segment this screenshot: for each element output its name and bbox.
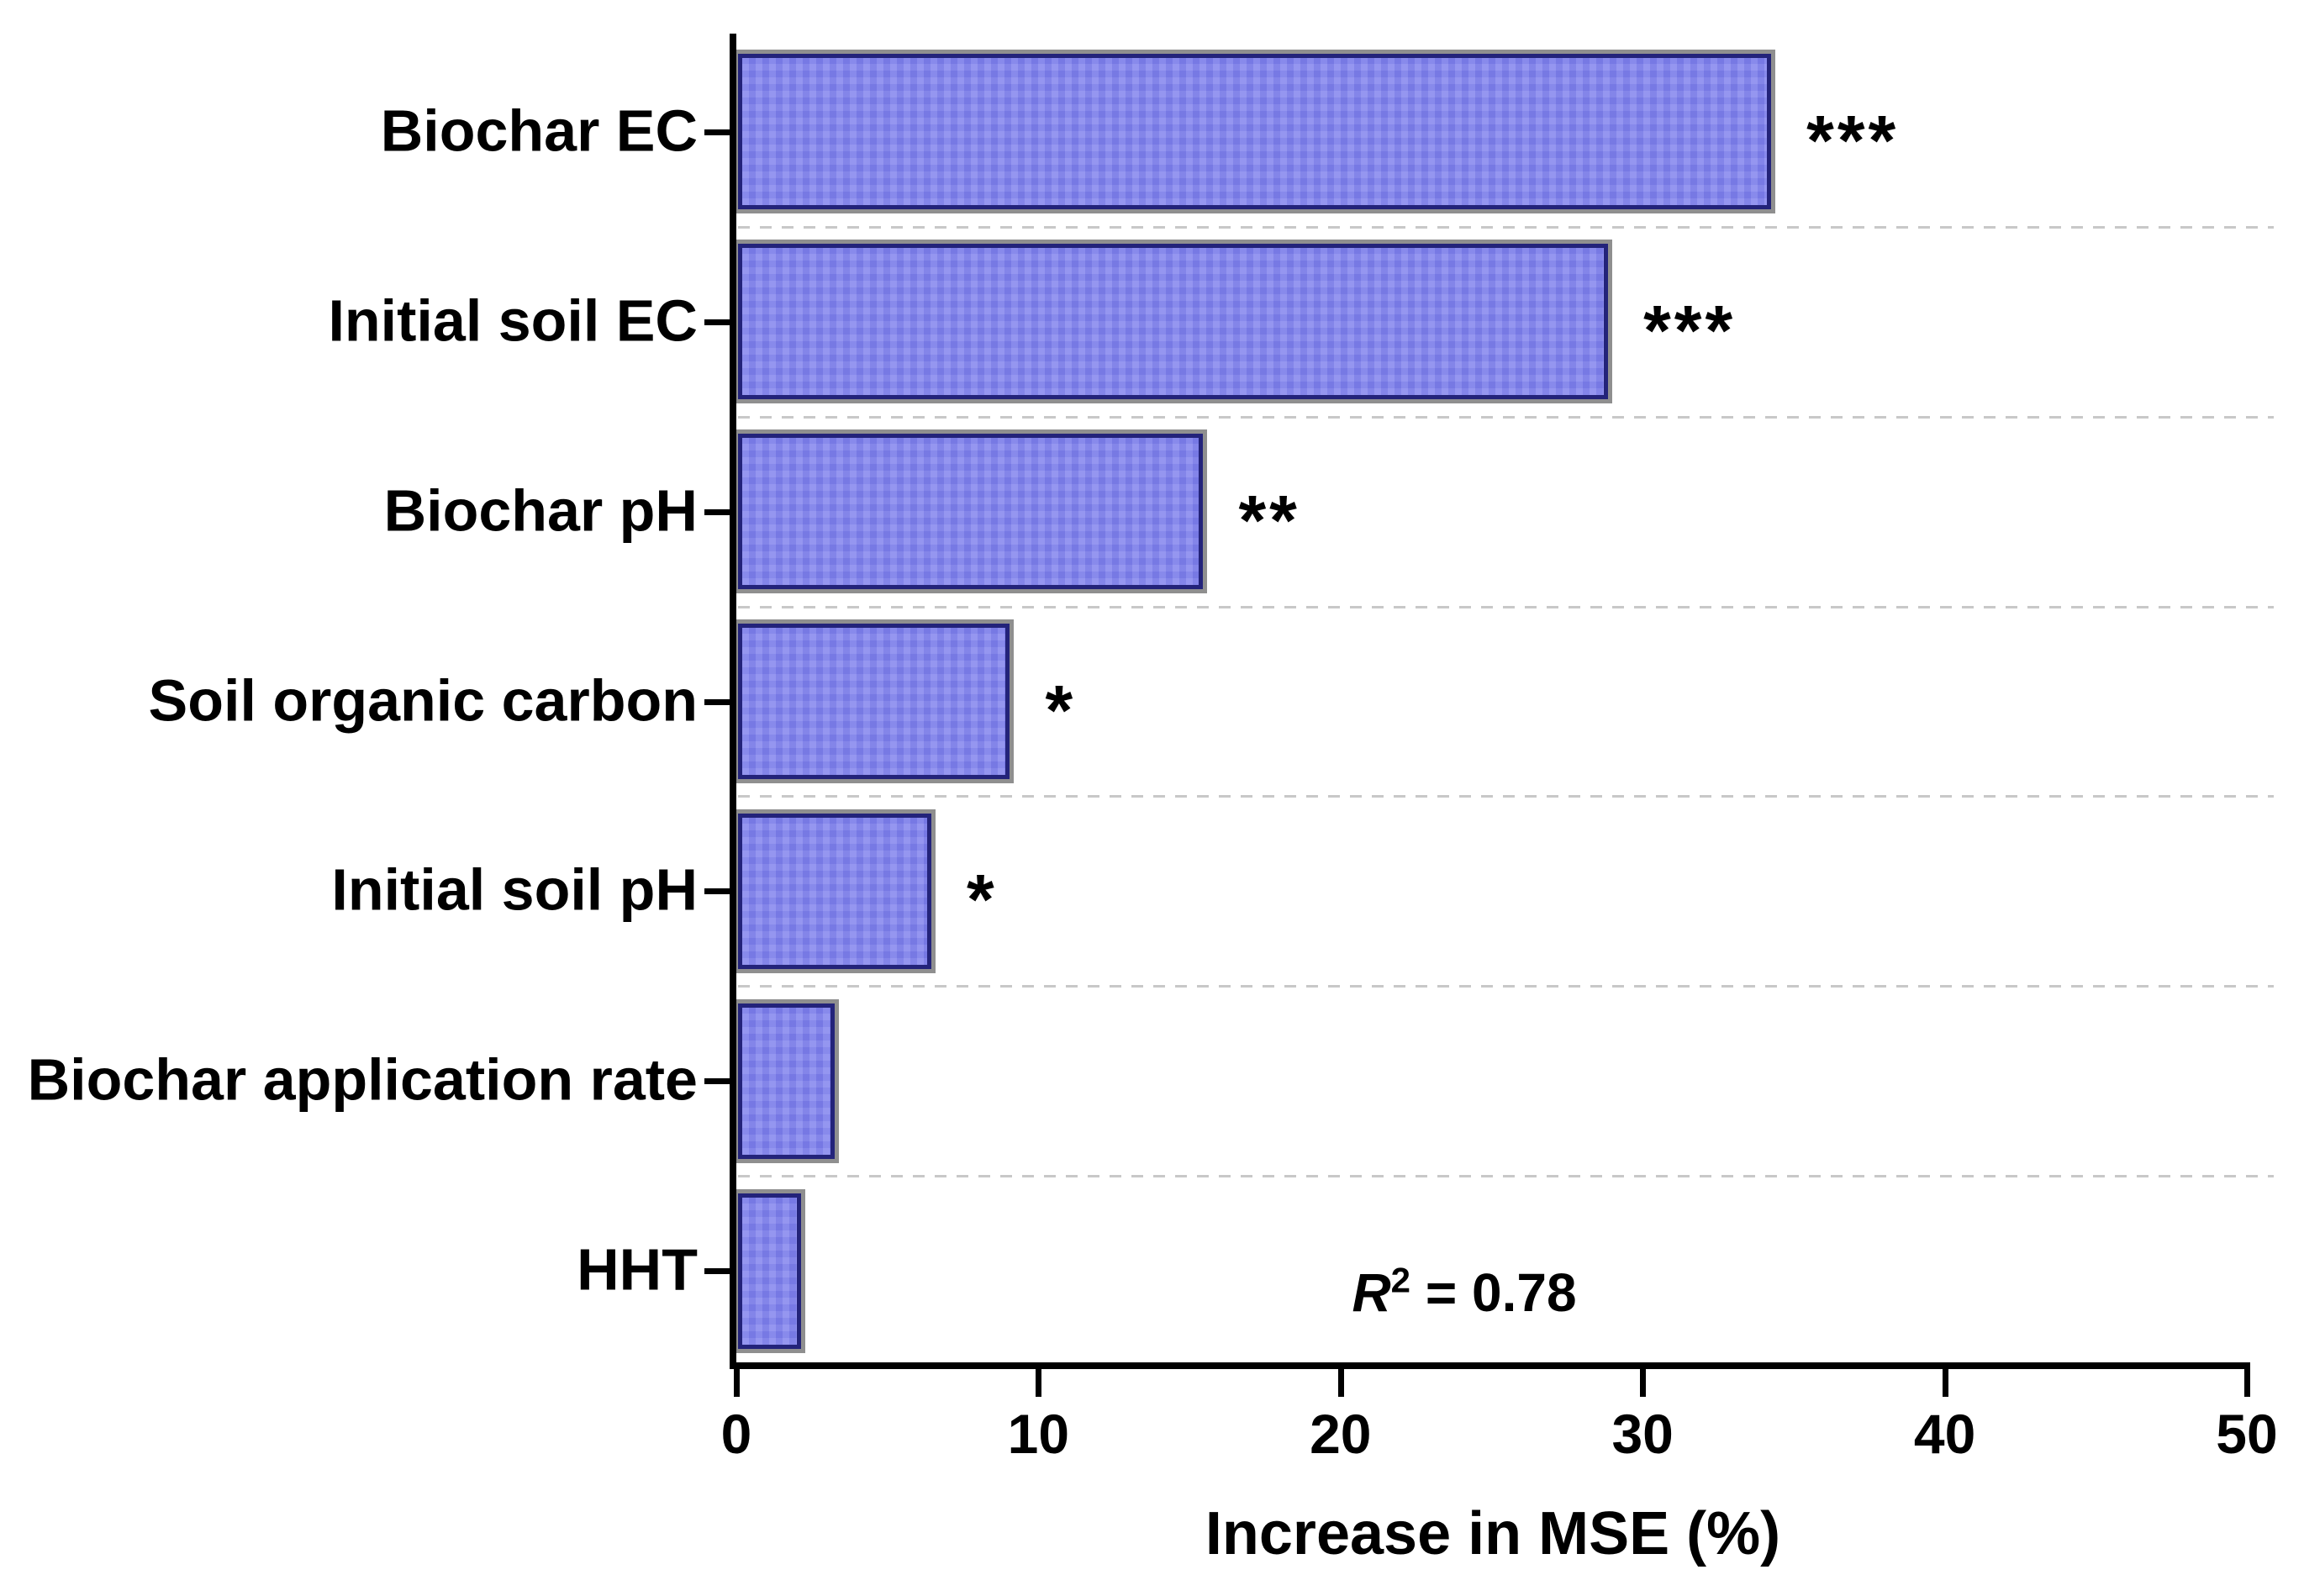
- significance-marker-biochar-ec: ***: [1806, 100, 1900, 180]
- x-axis-tick-mark: [1337, 1369, 1344, 1397]
- significance-marker-soil-organic-carbon: *: [1045, 670, 1077, 750]
- x-axis-tick-label: 20: [1310, 1403, 1372, 1465]
- category-label-soil-organic-carbon: Soil organic carbon: [148, 666, 698, 733]
- r-squared-annotation: R2 = 0.78: [1352, 1262, 1576, 1324]
- category-label-initial-soil-ec: Initial soil EC: [328, 287, 698, 354]
- category-tick-mark: [704, 888, 733, 895]
- x-axis-tick-mark: [1640, 1369, 1647, 1397]
- row-separator-gridline: [738, 795, 2274, 798]
- category-tick-mark: [704, 508, 733, 515]
- x-axis-tick-mark: [734, 1369, 740, 1397]
- x-axis-tick-label: 0: [720, 1403, 752, 1465]
- category-label-biochar-application-rate: Biochar application rate: [27, 1046, 698, 1113]
- category-tick-mark: [704, 1268, 733, 1275]
- bar-biochar-ph: [733, 429, 1208, 594]
- x-axis-tick-label: 10: [1007, 1403, 1070, 1465]
- bar-biochar-ec: [733, 50, 1776, 214]
- x-axis-tick-label: 50: [2216, 1403, 2278, 1465]
- x-axis-tick-mark: [1036, 1369, 1042, 1397]
- significance-marker-biochar-ph: **: [1238, 480, 1300, 560]
- category-label-initial-soil-ph: Initial soil pH: [331, 856, 698, 923]
- x-axis-tick-label: 30: [1611, 1403, 1674, 1465]
- x-axis-line: [730, 1362, 2250, 1369]
- category-tick-mark: [704, 319, 733, 325]
- category-tick-mark: [704, 129, 733, 135]
- significance-marker-initial-soil-ec: ***: [1643, 290, 1737, 370]
- category-label-biochar-ph: Biochar pH: [383, 477, 698, 544]
- row-separator-gridline: [738, 415, 2274, 419]
- category-tick-mark: [704, 698, 733, 705]
- r-squared-exponent: 2: [1390, 1260, 1411, 1300]
- category-label-biochar-ec: Biochar EC: [380, 97, 698, 164]
- category-tick-mark: [704, 1078, 733, 1085]
- bar-biochar-application-rate: [734, 998, 839, 1163]
- y-axis-line: [730, 34, 736, 1369]
- bar-soil-organic-carbon: [733, 619, 1015, 783]
- x-axis-tick-mark: [1942, 1369, 1948, 1397]
- x-axis-tick-label: 40: [1913, 1403, 1976, 1465]
- row-separator-gridline: [738, 1175, 2274, 1178]
- row-separator-gridline: [738, 225, 2274, 229]
- row-separator-gridline: [738, 985, 2274, 988]
- significance-marker-initial-soil-ph: *: [967, 860, 998, 940]
- bar-initial-soil-ec: [733, 240, 1613, 404]
- category-label-hht: HHT: [577, 1236, 698, 1303]
- x-axis-tick-mark: [2244, 1369, 2250, 1397]
- bar-initial-soil-ph: [733, 809, 936, 973]
- x-axis-title: Increase in MSE (%): [1205, 1500, 1781, 1567]
- r-squared-value: = 0.78: [1410, 1262, 1577, 1323]
- bar-hht: [733, 1188, 806, 1353]
- r-squared-symbol: R: [1352, 1262, 1391, 1323]
- row-separator-gridline: [738, 605, 2274, 608]
